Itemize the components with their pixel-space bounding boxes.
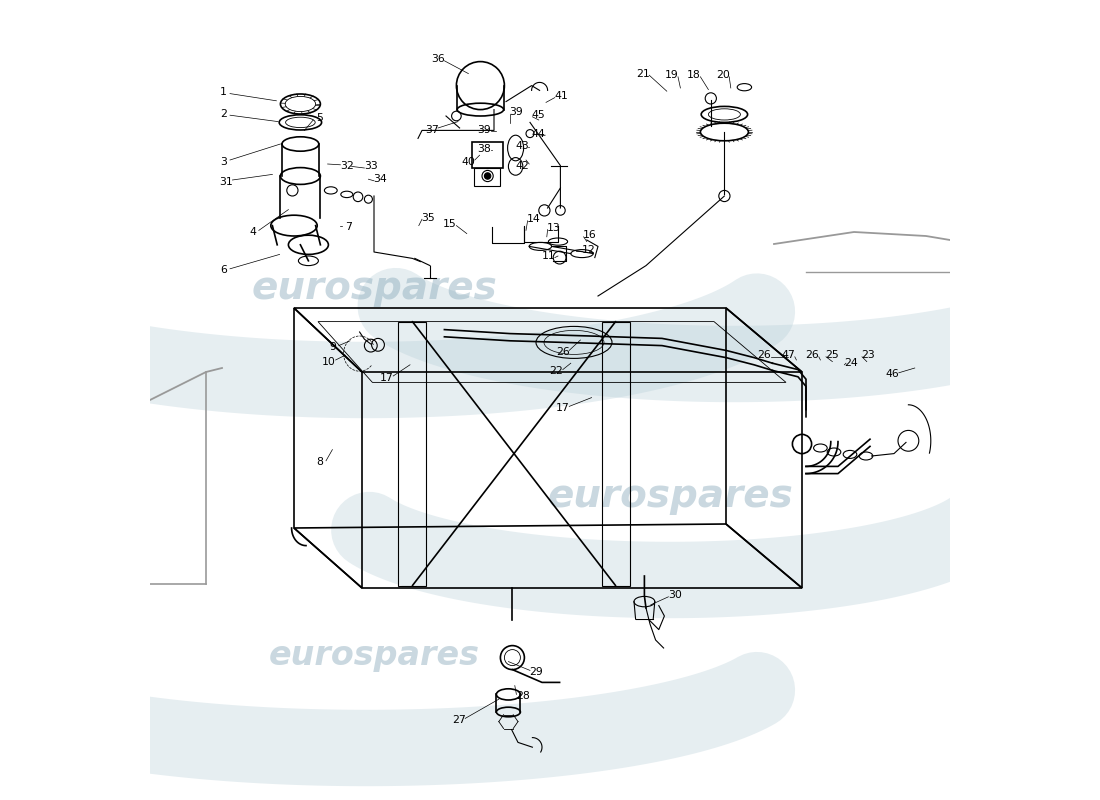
Text: 47: 47: [781, 350, 795, 360]
Text: 9: 9: [329, 342, 336, 352]
Text: eurospares: eurospares: [547, 477, 793, 515]
Text: 17: 17: [379, 373, 394, 382]
Text: 15: 15: [443, 219, 456, 229]
Text: 26: 26: [556, 347, 570, 357]
Text: eurospares: eurospares: [268, 639, 480, 673]
Text: 22: 22: [550, 366, 563, 376]
Text: 8: 8: [316, 458, 323, 467]
Text: 39: 39: [477, 125, 492, 134]
Text: 33: 33: [364, 162, 377, 171]
Text: 31: 31: [219, 177, 233, 186]
Text: 44: 44: [532, 129, 546, 138]
Text: 16: 16: [583, 230, 597, 240]
Text: 19: 19: [664, 70, 679, 80]
Text: 7: 7: [345, 222, 352, 232]
Text: 26: 26: [758, 350, 771, 360]
Text: 12: 12: [582, 245, 595, 254]
Text: 3: 3: [220, 157, 227, 166]
Text: 21: 21: [636, 69, 650, 78]
Text: 40: 40: [462, 157, 475, 166]
Text: 41: 41: [554, 91, 568, 101]
Text: 14: 14: [527, 214, 541, 224]
Text: 43: 43: [516, 141, 530, 150]
Text: 13: 13: [547, 223, 561, 233]
Circle shape: [484, 173, 491, 179]
Text: 36: 36: [431, 54, 444, 64]
Text: 6: 6: [220, 266, 227, 275]
Text: 29: 29: [529, 667, 543, 677]
Text: 5: 5: [316, 114, 323, 123]
Text: 35: 35: [421, 213, 436, 222]
Text: 32: 32: [340, 162, 354, 171]
Text: 17: 17: [556, 403, 570, 413]
Text: 34: 34: [374, 174, 387, 184]
Text: 11: 11: [541, 251, 556, 261]
Text: 1: 1: [220, 87, 227, 97]
Text: 18: 18: [688, 70, 701, 80]
Text: 45: 45: [532, 110, 546, 120]
Text: 23: 23: [861, 350, 876, 360]
Text: 24: 24: [844, 358, 858, 368]
Text: 37: 37: [425, 125, 439, 134]
Text: 27: 27: [452, 715, 465, 725]
Text: 46: 46: [886, 370, 900, 379]
Text: 2: 2: [220, 109, 227, 118]
Text: 28: 28: [516, 691, 530, 701]
Text: 26: 26: [805, 350, 820, 360]
Text: 39: 39: [509, 107, 524, 117]
Text: 20: 20: [716, 70, 729, 80]
Text: 42: 42: [516, 161, 530, 170]
Text: 38: 38: [477, 144, 492, 154]
Text: 10: 10: [322, 357, 337, 366]
Text: 30: 30: [668, 590, 682, 600]
Text: 4: 4: [249, 227, 256, 237]
Text: eurospares: eurospares: [251, 269, 497, 307]
Text: 25: 25: [825, 350, 839, 360]
